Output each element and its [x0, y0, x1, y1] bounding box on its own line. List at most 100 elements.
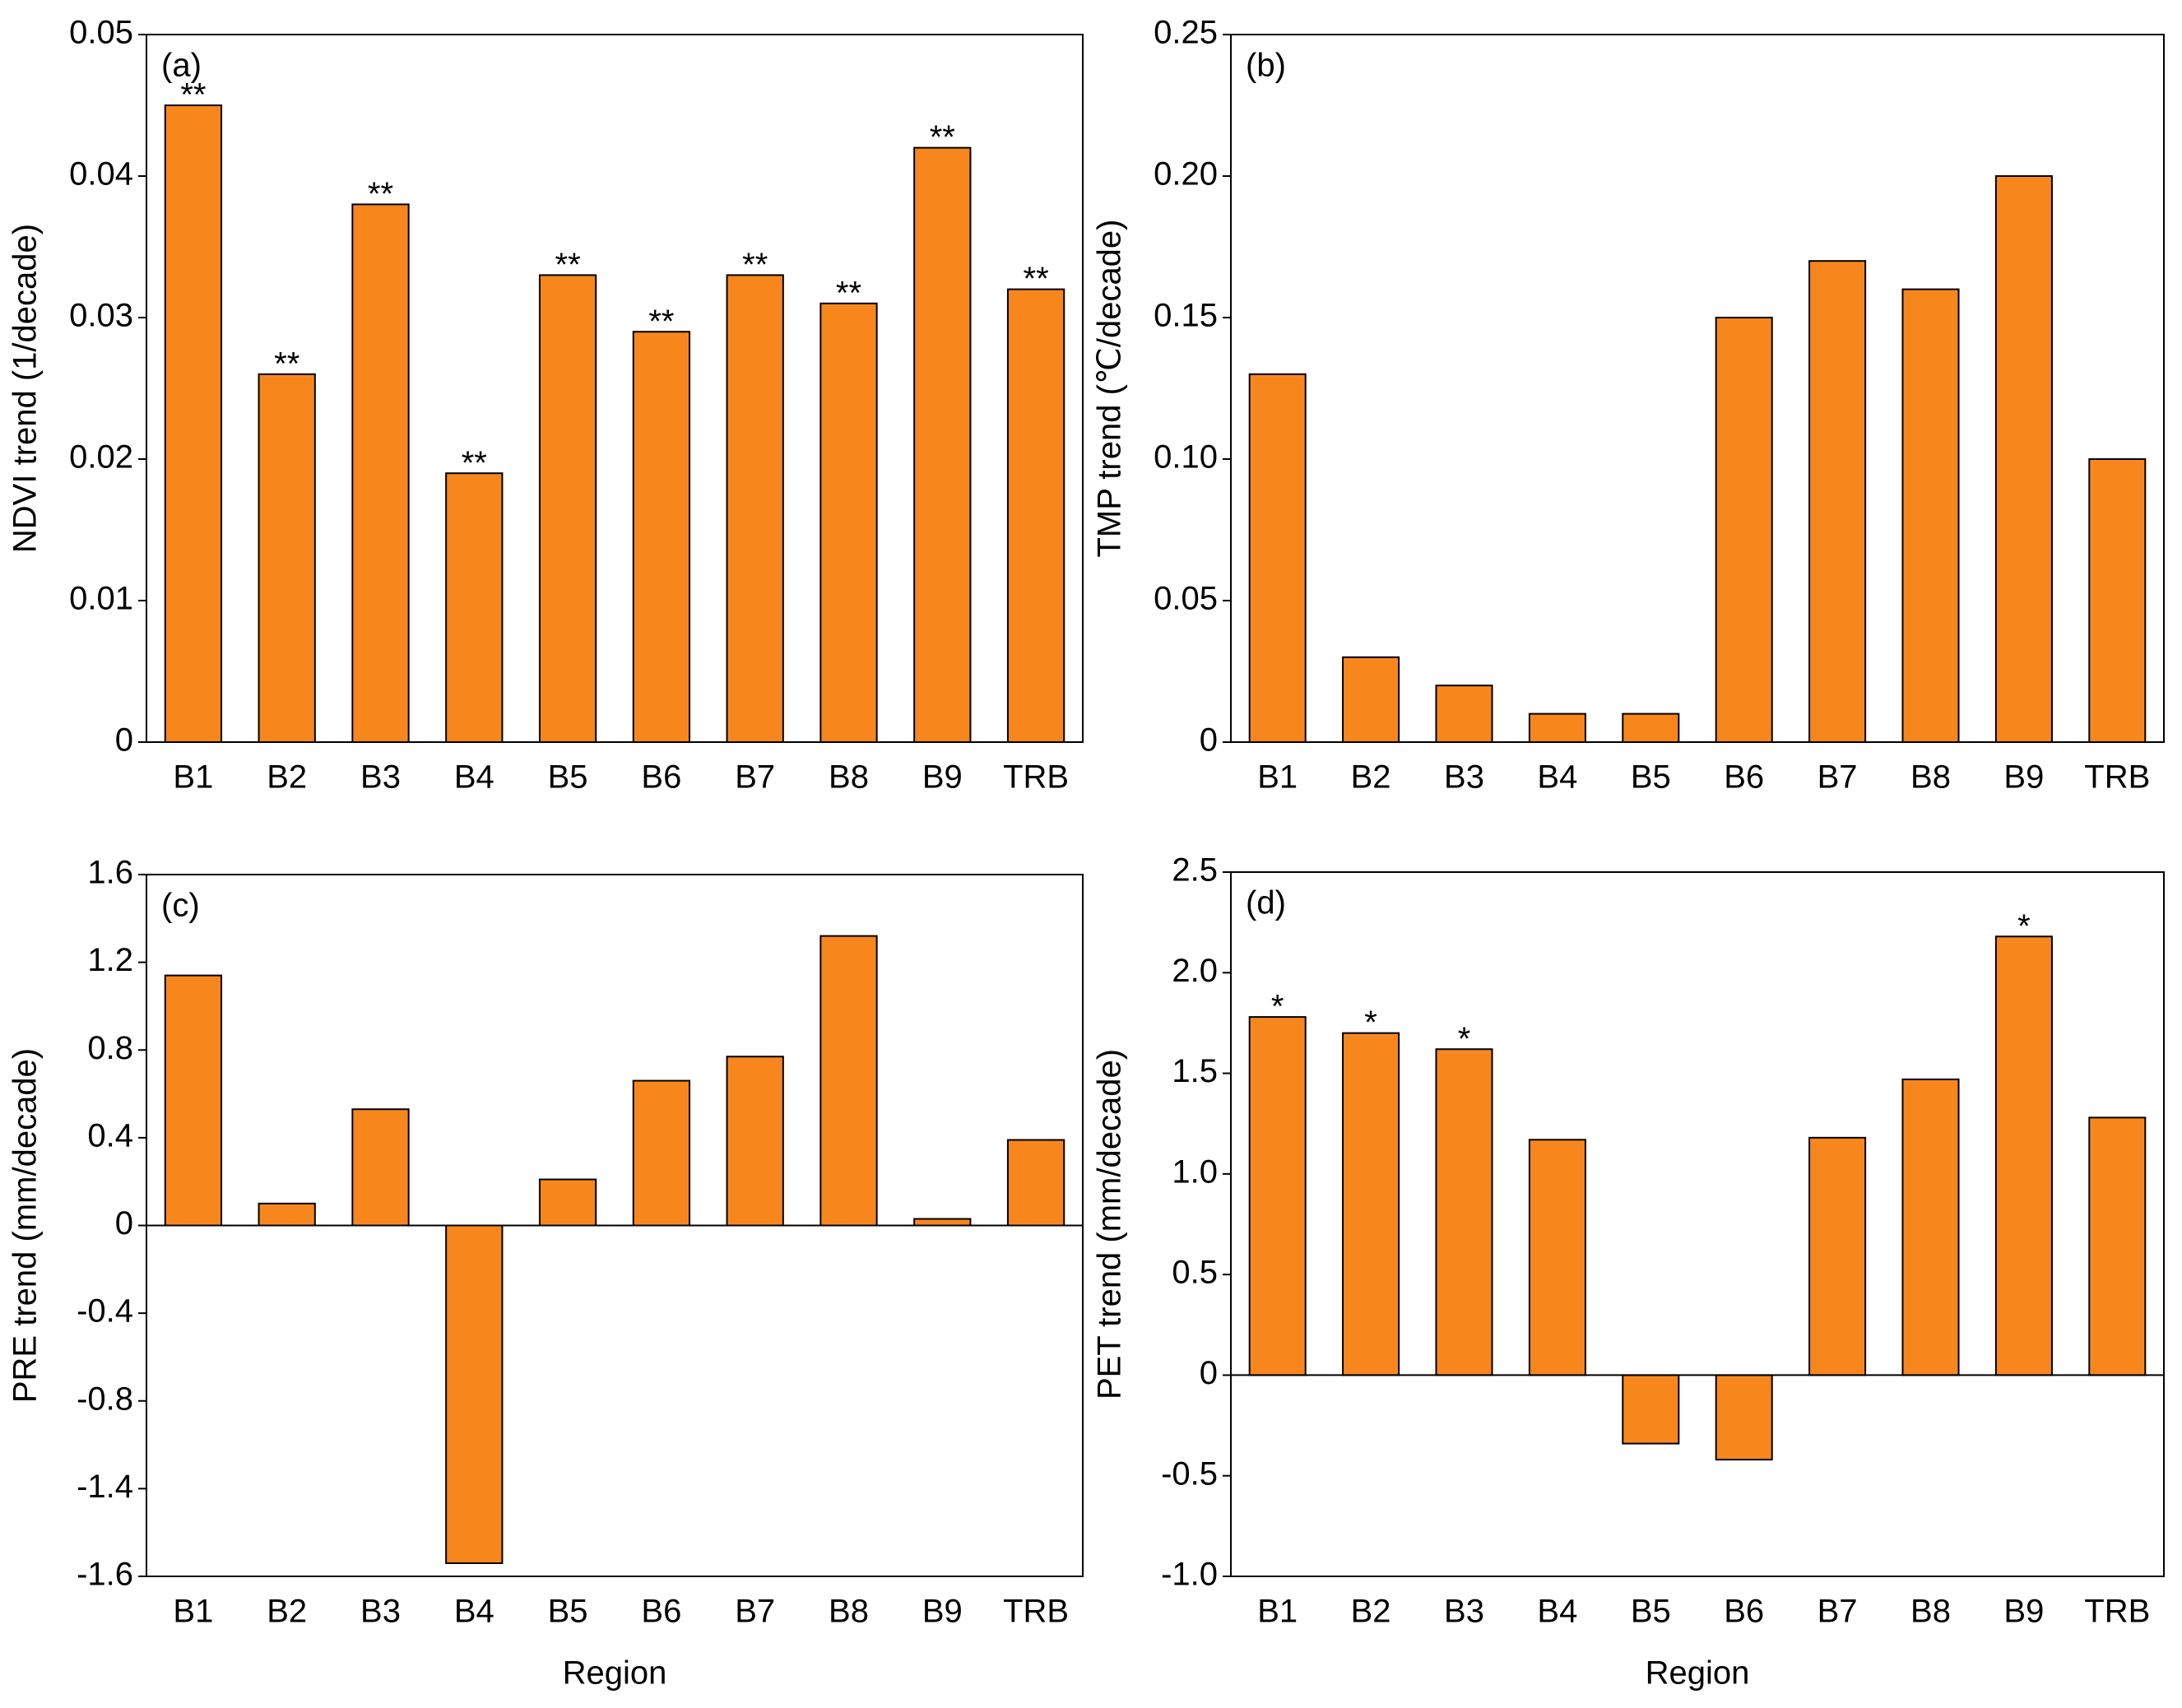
bar	[1622, 1374, 1680, 1445]
x-tick-label: B1	[1257, 1594, 1298, 1630]
bar	[538, 1178, 597, 1227]
y-tick-label: 0	[115, 722, 133, 759]
x-tick-label: B9	[2003, 759, 2044, 796]
significance-mark: **	[930, 119, 955, 155]
x-tick-label: B8	[1910, 759, 1951, 796]
bar	[445, 1224, 504, 1565]
significance-mark: **	[1024, 261, 1049, 297]
x-tick-label: B7	[735, 759, 775, 796]
y-tick-label: 1.6	[87, 855, 133, 891]
bar	[726, 274, 784, 743]
bar	[819, 935, 878, 1227]
bar	[2088, 1116, 2147, 1376]
y-axis-title: PRE trend (mm/decade)	[7, 1048, 44, 1403]
x-tick-label: B6	[641, 759, 681, 796]
x-tick-label: TRB	[2084, 1594, 2150, 1630]
x-tick-label: B4	[1537, 1594, 1577, 1630]
y-tick-label: 0	[115, 1205, 133, 1242]
x-tick-label: B2	[1351, 1594, 1391, 1630]
y-tick-label: 0.02	[69, 439, 133, 476]
y-tick-label: -1.6	[77, 1557, 133, 1593]
bar	[1808, 260, 1867, 743]
y-axis-title: TMP trend (℃/decade)	[1092, 219, 1128, 557]
bar	[1528, 712, 1586, 743]
y-tick-label: -0.4	[77, 1293, 133, 1330]
x-tick-label: B3	[360, 1594, 401, 1630]
bar	[351, 203, 410, 743]
significance-mark: *	[1364, 1005, 1377, 1041]
x-tick-label: B1	[1257, 759, 1298, 796]
panel-label: (b)	[1246, 48, 1286, 84]
bar	[164, 974, 223, 1227]
panel-label: (c)	[161, 888, 200, 924]
y-tick-label: 0	[1200, 1355, 1218, 1391]
bar	[632, 331, 691, 743]
x-tick-label: B6	[1724, 1594, 1764, 1630]
y-tick-label: 0.20	[1154, 156, 1218, 193]
bar	[1994, 935, 2053, 1376]
bar	[726, 1056, 784, 1227]
plot-frame	[146, 34, 1084, 743]
x-tick-label: B1	[173, 759, 213, 796]
y-tick-label: 0.8	[87, 1030, 133, 1066]
x-tick-label: B1	[173, 1594, 213, 1630]
x-tick-label: B9	[2003, 1594, 2044, 1630]
y-tick-label: 0.25	[1154, 15, 1218, 51]
x-tick-label: B5	[548, 1594, 588, 1630]
y-tick-label: 2.5	[1172, 852, 1218, 889]
significance-mark: *	[2017, 908, 2031, 945]
x-tick-label: B5	[1631, 1594, 1671, 1630]
significance-mark: **	[648, 304, 674, 340]
bar	[1342, 656, 1400, 743]
x-tick-label: B2	[1351, 759, 1391, 796]
x-tick-label: B4	[454, 1594, 494, 1630]
y-tick-label: 0.4	[87, 1117, 133, 1153]
y-tick-label: 1.0	[1172, 1153, 1218, 1190]
bar	[2088, 458, 2147, 743]
significance-mark: *	[1271, 989, 1284, 1025]
panel-label: (d)	[1246, 885, 1286, 921]
x-tick-label: B4	[454, 759, 494, 796]
bar	[1248, 1016, 1307, 1376]
bar	[632, 1079, 691, 1227]
x-tick-label: B3	[1444, 759, 1484, 796]
y-tick-label: 0.01	[69, 581, 133, 617]
x-tick-label: B8	[829, 1594, 869, 1630]
panel-label: (a)	[161, 48, 202, 84]
bar	[913, 146, 972, 744]
y-tick-label: 0.05	[1154, 581, 1218, 617]
x-tick-label: B7	[1818, 759, 1858, 796]
x-axis-title: Region	[1646, 1655, 1750, 1692]
x-tick-label: B6	[1724, 759, 1764, 796]
x-tick-label: B6	[641, 1594, 681, 1630]
x-tick-label: TRB	[1003, 1594, 1069, 1630]
bar	[351, 1108, 410, 1227]
y-tick-label: 0.15	[1154, 298, 1218, 334]
significance-mark: **	[836, 275, 861, 311]
y-tick-label: 0.04	[69, 156, 133, 193]
bar	[1715, 1374, 1773, 1461]
y-tick-label: 0	[1200, 722, 1218, 759]
x-tick-label: B8	[829, 759, 869, 796]
bar	[445, 472, 504, 743]
bar	[1435, 685, 1493, 744]
y-tick-label: 1.5	[1172, 1053, 1218, 1089]
bar	[1622, 712, 1680, 743]
x-tick-label: TRB	[1003, 759, 1069, 796]
bar	[1342, 1032, 1400, 1376]
bar	[1901, 288, 1960, 744]
significance-mark: *	[1458, 1021, 1471, 1057]
bar	[164, 104, 223, 743]
y-tick-label: -0.5	[1161, 1455, 1218, 1492]
x-tick-label: B3	[1444, 1594, 1484, 1630]
y-tick-label: 2.0	[1172, 953, 1218, 989]
x-tick-label: B5	[548, 759, 588, 796]
bar	[1006, 1139, 1065, 1227]
plot-frame	[1230, 34, 2165, 743]
y-tick-label: -1.0	[1161, 1557, 1218, 1593]
significance-mark: **	[742, 247, 768, 283]
y-tick-label: 0.05	[69, 15, 133, 51]
y-tick-label: 0.03	[69, 298, 133, 334]
x-tick-label: B9	[922, 759, 963, 796]
